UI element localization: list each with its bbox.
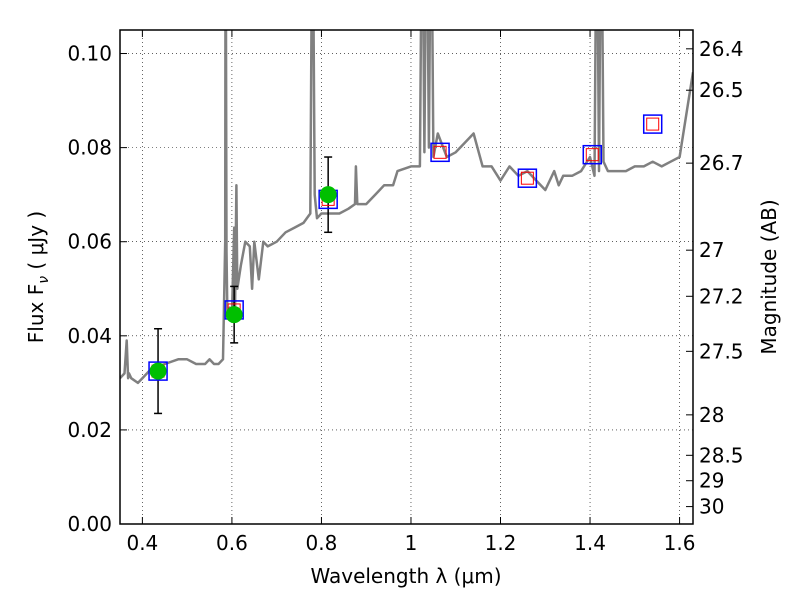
y-tick-label: 0.10 bbox=[67, 42, 112, 66]
y2-tick-label: 27.5 bbox=[699, 339, 744, 363]
y2-axis-label: Magnitude (AB) bbox=[757, 199, 781, 354]
model-point-inner bbox=[520, 171, 534, 185]
y-axis-label-main: Flux F bbox=[24, 284, 48, 343]
y-tick-label: 0.06 bbox=[67, 230, 112, 254]
observed-point bbox=[225, 306, 243, 324]
plot-area bbox=[120, 30, 693, 415]
x-tick-label: 1.6 bbox=[664, 531, 696, 555]
model-point-inner bbox=[585, 148, 599, 162]
grid-lines bbox=[120, 30, 693, 525]
y2-tick-label: 26.7 bbox=[699, 151, 744, 175]
model-point-box bbox=[642, 114, 663, 134]
y-tick-label: 0.02 bbox=[67, 418, 112, 442]
model-point-box bbox=[430, 142, 450, 163]
y-tick-label: 0.04 bbox=[67, 324, 112, 348]
x-axis-label: Wavelength λ (μm) bbox=[310, 564, 501, 588]
plot-frame bbox=[119, 29, 694, 525]
model-point-inner bbox=[646, 117, 660, 131]
spectrum-line bbox=[120, 30, 693, 385]
y2-tick-label: 26.4 bbox=[699, 37, 744, 61]
model-point-inner bbox=[433, 145, 447, 159]
observed-point bbox=[149, 362, 167, 380]
y2-tick-label: 28 bbox=[699, 403, 724, 427]
x-tick-label: 1 bbox=[405, 531, 418, 555]
y2-tick-label: 28.5 bbox=[699, 443, 744, 467]
y2-tick-label: 29 bbox=[699, 469, 724, 493]
y-tick-label: 0.08 bbox=[67, 136, 112, 160]
x-tick-label: 0.8 bbox=[306, 531, 338, 555]
y-axis-label-subscript: ν bbox=[36, 276, 52, 284]
y-axis-label: Flux Fν ( μJy ) bbox=[24, 211, 52, 343]
model-point-box bbox=[582, 144, 603, 165]
axis-ticks: 0.4 0.6 0.8 1 1.2 1.4 1.6 0.00 0.02 0.04 0.06 0.08 0… bbox=[67, 30, 744, 555]
model-point-box bbox=[517, 168, 538, 188]
y2-tick-label: 27.2 bbox=[699, 284, 744, 308]
y2-tick-label: 26.5 bbox=[699, 78, 744, 102]
model-point-box bbox=[148, 361, 168, 381]
x-tick-label: 0.6 bbox=[216, 531, 248, 555]
x-tick-label: 0.4 bbox=[126, 531, 158, 555]
y-axis-label-unit: ( μJy ) bbox=[24, 211, 48, 276]
observed-point bbox=[319, 186, 337, 204]
y2-tick-label: 27 bbox=[699, 238, 724, 262]
y2-tick-label: 30 bbox=[699, 495, 724, 519]
x-tick-label: 1.4 bbox=[574, 531, 606, 555]
x-tick-label: 1.2 bbox=[485, 531, 517, 555]
y-tick-label: 0.00 bbox=[67, 512, 112, 536]
